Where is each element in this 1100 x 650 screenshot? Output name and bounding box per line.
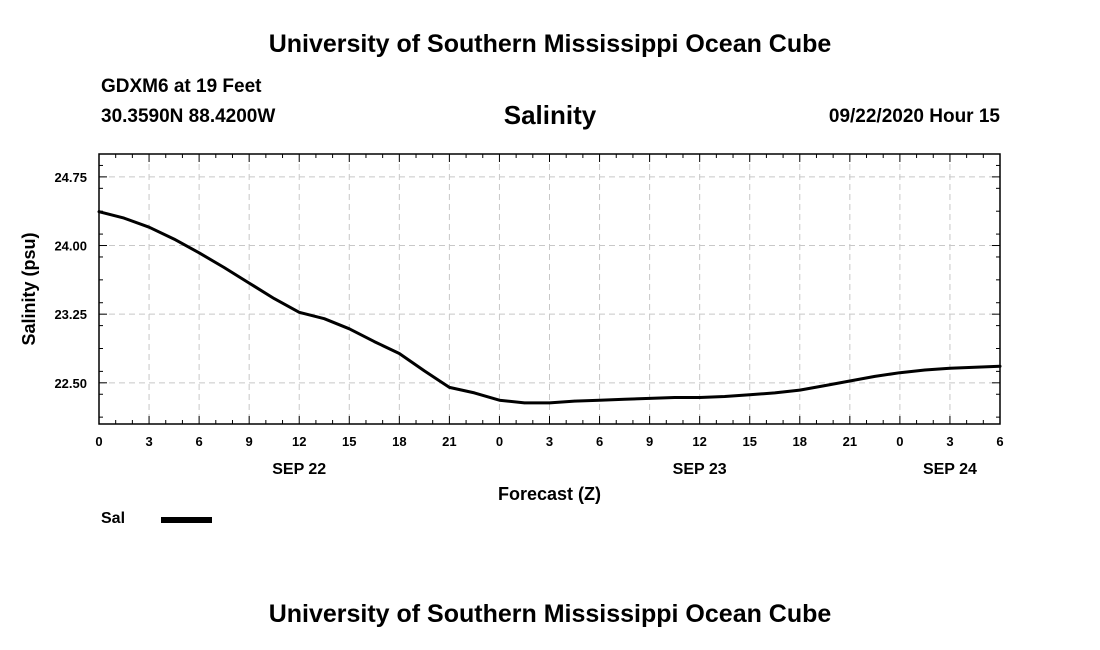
date-label: SEP 23	[673, 461, 727, 478]
x-tick-label: 0	[496, 434, 503, 449]
x-tick-label: 18	[392, 434, 406, 449]
data-point	[373, 340, 376, 343]
x-tick-label: 15	[342, 434, 356, 449]
coordinates-label: 30.3590N 88.4200W	[101, 106, 276, 127]
x-tick-label: 21	[442, 434, 456, 449]
legend-label: Sal	[101, 510, 126, 527]
data-point	[848, 379, 852, 383]
data-point	[923, 368, 927, 372]
data-point	[147, 226, 151, 229]
y-axis-title: Salinity (psu)	[19, 232, 39, 345]
data-point	[498, 399, 501, 402]
x-tick-label: 0	[95, 434, 102, 449]
data-point	[773, 391, 776, 395]
data-point	[423, 369, 426, 373]
data-point	[473, 391, 476, 395]
data-point	[623, 398, 626, 401]
x-tick-label: 15	[742, 434, 756, 449]
top-title: University of Southern Mississippi Ocean…	[268, 30, 832, 58]
legend-swatch	[161, 517, 212, 523]
x-axis-title: Forecast (Z)	[498, 484, 601, 504]
data-point	[298, 311, 301, 314]
chart-title: Salinity	[503, 100, 597, 130]
data-point	[698, 396, 701, 399]
plot-frame	[98, 153, 1001, 425]
data-point	[348, 327, 351, 331]
data-point	[748, 393, 751, 396]
data-point	[122, 216, 126, 220]
y-tick-label: 24.00	[54, 239, 87, 254]
x-tick-label: 12	[292, 434, 306, 449]
x-tick-label: 18	[793, 434, 807, 449]
y-tick-label: 22.50	[54, 376, 87, 391]
data-point	[172, 237, 176, 241]
date-label: SEP 22	[272, 461, 326, 478]
data-point	[973, 366, 977, 369]
data-point	[898, 371, 902, 374]
x-tick-label: 0	[896, 434, 903, 449]
x-tick-label: 3	[145, 434, 152, 449]
data-point	[97, 210, 101, 213]
x-tick-label: 3	[546, 434, 553, 449]
x-tick-label: 3	[946, 434, 953, 449]
data-point	[247, 281, 251, 285]
data-point	[573, 399, 576, 403]
timestamp-label: 09/22/2020 Hour 15	[828, 106, 1000, 127]
bottom-title: University of Southern Mississippi Ocean…	[268, 600, 832, 628]
data-point	[998, 365, 1002, 368]
data-point	[523, 401, 526, 405]
x-tick-label: 9	[246, 434, 253, 449]
x-tick-label: 6	[596, 434, 603, 449]
data-point	[222, 266, 226, 269]
data-point	[197, 251, 201, 255]
data-point	[598, 399, 601, 402]
x-tick-label: 6	[996, 434, 1003, 449]
data-point	[723, 395, 726, 398]
y-tick-label: 23.25	[54, 307, 87, 322]
y-tick-label: 24.75	[54, 170, 87, 185]
x-tick-label: 21	[843, 434, 857, 449]
date-label: SEP 24	[923, 461, 977, 478]
data-point	[272, 297, 276, 300]
data-point	[648, 397, 651, 400]
x-tick-label: 6	[195, 434, 202, 449]
station-label: GDXM6 at 19 Feet	[101, 76, 262, 97]
data-point	[873, 375, 877, 378]
data-point	[448, 386, 451, 389]
data-point	[548, 401, 551, 405]
data-point	[398, 352, 401, 355]
data-point	[948, 366, 952, 370]
x-tick-label: 9	[646, 434, 653, 449]
data-point	[323, 317, 326, 320]
data-point	[798, 388, 801, 392]
data-point	[673, 396, 676, 399]
x-tick-label: 12	[692, 434, 706, 449]
data-point	[823, 384, 827, 387]
